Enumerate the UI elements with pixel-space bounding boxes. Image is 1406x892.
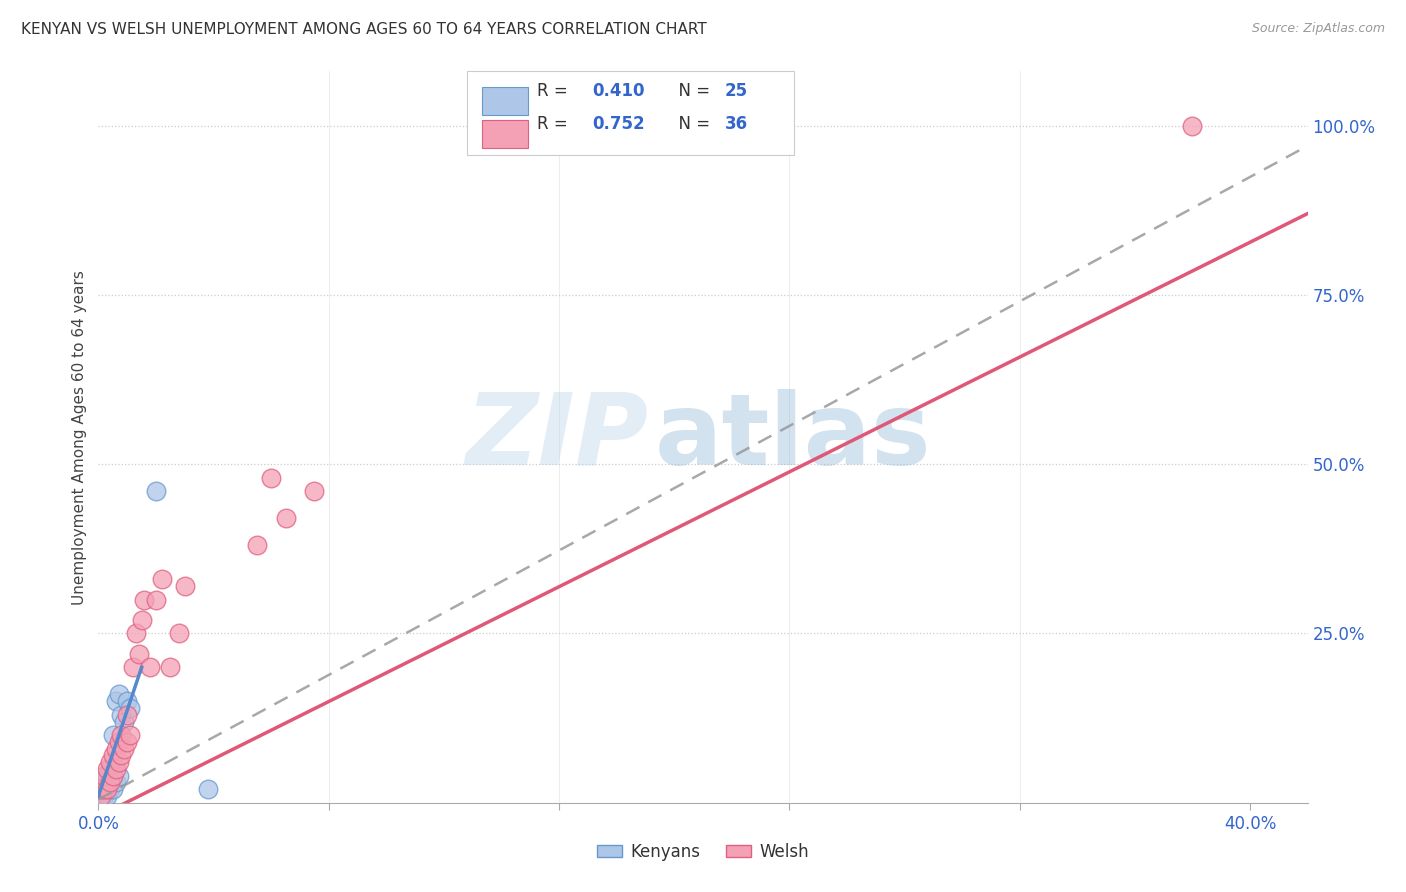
Point xyxy=(1181,119,1204,133)
Point xyxy=(107,735,129,749)
Legend: Kenyans, Welsh: Kenyans, Welsh xyxy=(591,837,815,868)
Text: R =: R = xyxy=(537,115,574,133)
Text: KENYAN VS WELSH UNEMPLOYMENT AMONG AGES 60 TO 64 YEARS CORRELATION CHART: KENYAN VS WELSH UNEMPLOYMENT AMONG AGES … xyxy=(21,22,707,37)
Point xyxy=(101,769,124,783)
Point xyxy=(107,688,129,702)
Point xyxy=(122,660,145,674)
Point xyxy=(96,782,118,797)
Point xyxy=(96,775,118,789)
Point xyxy=(93,769,115,783)
Point xyxy=(93,789,115,803)
Point xyxy=(145,484,167,499)
Point xyxy=(96,769,118,783)
Point xyxy=(90,789,112,803)
Point xyxy=(104,694,127,708)
Point xyxy=(90,782,112,797)
Point xyxy=(145,592,167,607)
Point xyxy=(150,572,173,586)
Text: Source: ZipAtlas.com: Source: ZipAtlas.com xyxy=(1251,22,1385,36)
Point xyxy=(107,769,129,783)
Text: 0.410: 0.410 xyxy=(592,82,644,100)
Text: atlas: atlas xyxy=(655,389,931,485)
Point xyxy=(173,579,195,593)
Point xyxy=(134,592,156,607)
Point xyxy=(104,741,127,756)
Point xyxy=(110,748,132,763)
Point xyxy=(107,755,129,769)
Point xyxy=(96,789,118,803)
Text: 0.752: 0.752 xyxy=(592,115,644,133)
Text: 36: 36 xyxy=(724,115,748,133)
Point xyxy=(93,782,115,797)
Point xyxy=(260,471,283,485)
FancyBboxPatch shape xyxy=(467,71,793,155)
Point xyxy=(128,647,150,661)
Y-axis label: Unemployment Among Ages 60 to 64 years: Unemployment Among Ages 60 to 64 years xyxy=(72,269,87,605)
Point xyxy=(115,735,138,749)
Point xyxy=(90,782,112,797)
Point xyxy=(115,707,138,722)
Text: ZIP: ZIP xyxy=(465,389,648,485)
Point xyxy=(101,769,124,783)
Point xyxy=(125,626,148,640)
Point xyxy=(96,762,118,776)
Point xyxy=(96,782,118,797)
Point xyxy=(131,613,153,627)
Text: R =: R = xyxy=(537,82,574,100)
Point xyxy=(167,626,190,640)
Point xyxy=(90,789,112,803)
Point xyxy=(104,762,127,776)
Point xyxy=(98,755,121,769)
Text: N =: N = xyxy=(668,115,716,133)
Text: N =: N = xyxy=(668,82,716,100)
Point xyxy=(112,714,135,729)
Point xyxy=(120,728,142,742)
Point xyxy=(304,484,326,499)
Point xyxy=(159,660,181,674)
Point xyxy=(98,775,121,789)
Point xyxy=(274,511,297,525)
Point xyxy=(139,660,162,674)
Point xyxy=(120,701,142,715)
Point xyxy=(110,728,132,742)
Point xyxy=(101,782,124,797)
Point xyxy=(93,782,115,797)
Point xyxy=(98,775,121,789)
Point xyxy=(104,775,127,789)
Point xyxy=(112,741,135,756)
Text: 25: 25 xyxy=(724,82,748,100)
Point xyxy=(246,538,269,552)
Point xyxy=(93,775,115,789)
Point xyxy=(98,782,121,797)
FancyBboxPatch shape xyxy=(482,87,527,115)
Point xyxy=(98,762,121,776)
FancyBboxPatch shape xyxy=(482,120,527,148)
Point xyxy=(101,748,124,763)
Point xyxy=(197,782,219,797)
Point xyxy=(101,728,124,742)
Point xyxy=(115,694,138,708)
Point xyxy=(110,707,132,722)
